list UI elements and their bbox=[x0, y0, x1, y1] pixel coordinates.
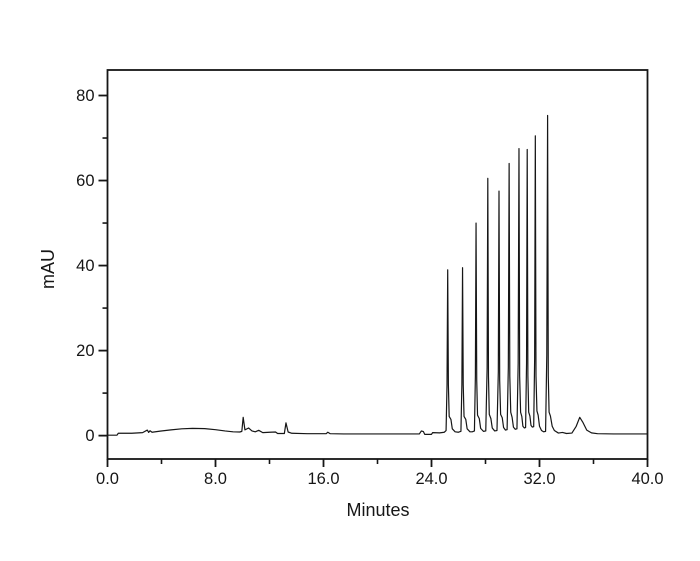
y-tick-label: 80 bbox=[76, 87, 94, 105]
y-tick-label: 60 bbox=[76, 172, 94, 190]
x-tick-label: 0.0 bbox=[96, 470, 119, 488]
x-tick-label: 8.0 bbox=[204, 470, 227, 488]
y-axis-title: mAU bbox=[38, 249, 58, 289]
x-tick-label: 24.0 bbox=[415, 470, 447, 488]
x-tick-label: 32.0 bbox=[523, 470, 555, 488]
plot-border bbox=[106, 69, 649, 460]
y-tick-label: 40 bbox=[76, 257, 94, 275]
chromatogram-trace bbox=[106, 114, 649, 436]
x-tick-label: 40.0 bbox=[631, 470, 663, 488]
y-tick-label: 0 bbox=[85, 427, 94, 445]
y-tick-label: 20 bbox=[76, 342, 94, 360]
x-tick-label: 16.0 bbox=[307, 470, 339, 488]
x-axis-title: Minutes bbox=[346, 500, 410, 520]
